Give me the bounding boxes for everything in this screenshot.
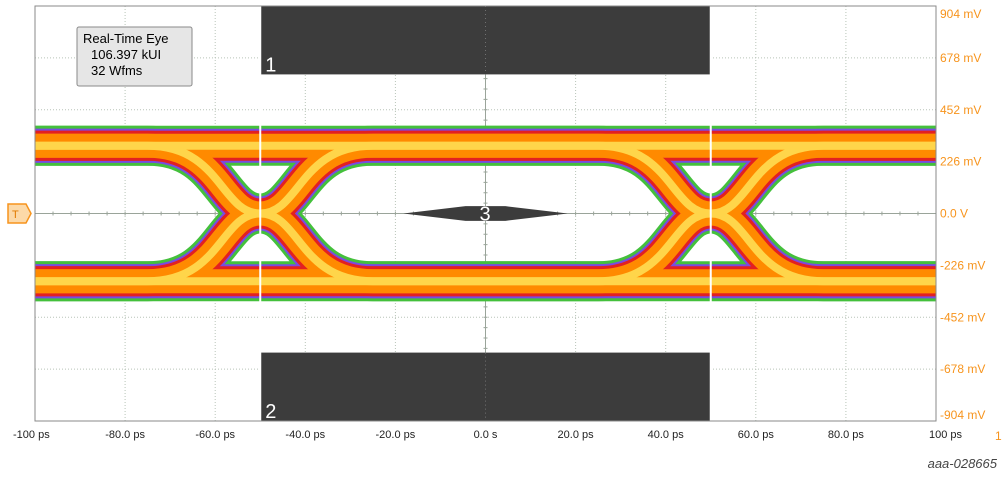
mask-label-2: 2 bbox=[265, 401, 276, 423]
y-axis-ticks: 904 mV 678 mV 452 mV 226 mV 0.0 V -226 mV -452… bbox=[940, 7, 985, 422]
mask-region-2 bbox=[260, 352, 711, 421]
channel-number-label: 1 bbox=[995, 429, 1002, 443]
x-tick-label: -100 ps bbox=[13, 429, 50, 441]
y-tick-label: 0.0 V bbox=[940, 207, 968, 221]
mask-region-1 bbox=[260, 6, 711, 75]
x-tick-label: -40.0 ps bbox=[285, 429, 325, 441]
info-line-3: 32 Wfms bbox=[91, 63, 143, 78]
x-axis-ticks: -100 ps -80.0 ps -60.0 ps -40.0 ps -20.0 ps 0… bbox=[13, 429, 962, 441]
plot-frame bbox=[34, 5, 937, 422]
x-tick-label: -80.0 ps bbox=[105, 429, 145, 441]
y-tick-label: 904 mV bbox=[940, 7, 981, 21]
eye-trace bbox=[35, 141, 936, 286]
x-tick-label: 20.0 ps bbox=[558, 429, 595, 441]
info-line-1: Real-Time Eye bbox=[83, 31, 168, 46]
info-box[interactable]: Real-Time Eye 106.397 kUI 32 Wfms bbox=[76, 26, 193, 87]
mask-label-3: 3 bbox=[480, 204, 491, 226]
x-tick-label: 80.0 ps bbox=[828, 429, 865, 441]
y-tick-label: -904 mV bbox=[940, 408, 985, 422]
y-tick-label: 452 mV bbox=[940, 103, 981, 117]
mask-region-3 bbox=[403, 206, 568, 221]
figure-id: aaa-028665 bbox=[927, 456, 997, 471]
x-tick-label: -60.0 ps bbox=[195, 429, 235, 441]
x-tick-label: 0.0 s bbox=[474, 429, 498, 441]
mask-label-1: 1 bbox=[265, 54, 276, 76]
x-tick-label: -20.0 ps bbox=[376, 429, 416, 441]
y-tick-label: -226 mV bbox=[940, 258, 985, 272]
y-tick-label: 678 mV bbox=[940, 51, 981, 65]
channel-reference-marker[interactable]: T bbox=[7, 203, 32, 224]
y-tick-label: -452 mV bbox=[940, 310, 985, 324]
mask-regions: 1 2 3 bbox=[260, 6, 711, 423]
x-tick-label: 40.0 ps bbox=[648, 429, 685, 441]
y-tick-label: 226 mV bbox=[940, 155, 981, 169]
boundary-markers bbox=[259, 6, 712, 421]
y-tick-label: -678 mV bbox=[940, 362, 985, 376]
eye-trace bbox=[35, 141, 936, 286]
eye-traces bbox=[35, 125, 936, 302]
x-tick-label: 100 ps bbox=[929, 429, 963, 441]
trigger-icon: T bbox=[12, 209, 19, 221]
info-line-2: 106.397 kUI bbox=[91, 47, 161, 62]
x-tick-label: 60.0 ps bbox=[738, 429, 775, 441]
